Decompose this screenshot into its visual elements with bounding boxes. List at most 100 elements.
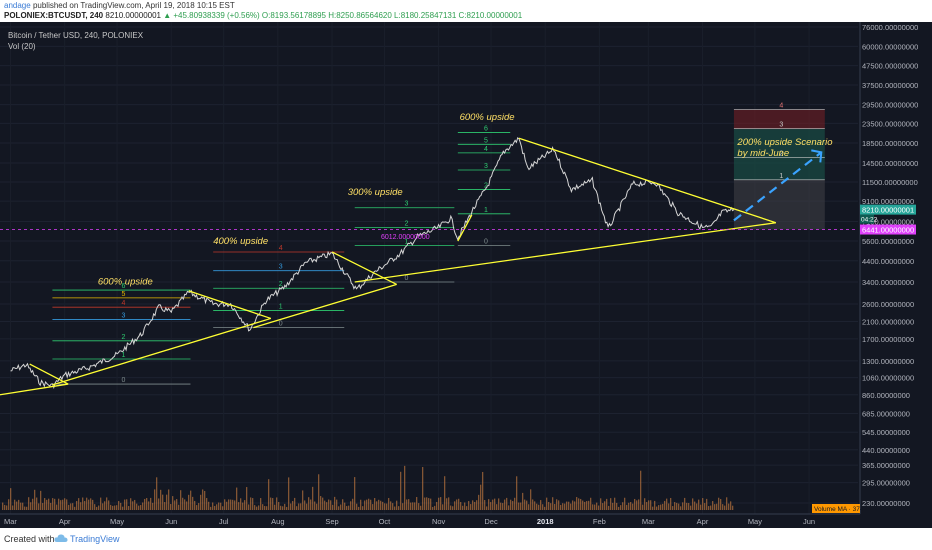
volume-bar [86,497,88,510]
volume-bar [276,497,278,510]
volume-bar [98,505,100,510]
fib-level-label: 1 [121,352,125,359]
volume-bar [460,502,462,510]
volume-bar [44,498,46,510]
volume-bar [206,498,208,510]
support-price-text: 6441.00000000 [862,226,914,235]
volume-bar [680,506,682,510]
volume-bar [478,494,480,510]
volume-bar [608,505,610,510]
target-annotation-line: by mid-June [737,148,789,159]
price-tick-label: 14500.00000000 [862,159,918,168]
volume-bar [582,500,584,510]
volume-bar [712,501,714,510]
volume-bar [158,498,160,510]
fib-level-label: 4 [121,300,125,307]
price-tick-label: 3400.00000000 [862,278,914,287]
fib-level-label: 1 [279,304,283,311]
volume-bar [122,506,124,510]
volume-bar [144,498,146,510]
volume-bar [420,505,422,510]
volume-bar [74,506,76,510]
publish-info: published on TradingView.com, April 19, … [32,1,235,10]
fib-level-label: 2 [484,182,488,189]
volume-bar [112,505,114,510]
target-annotation-line: 200% upside Scenario [736,137,832,148]
volume-bar [598,505,600,510]
volume-bar [388,498,390,510]
volume-bar [684,497,686,510]
volume-bar [244,500,246,510]
chart-subtitle: Vol (20) [8,42,36,51]
volume-bar [508,505,510,510]
volume-bar [334,496,336,510]
tradingview-brand[interactable]: TradingView [70,534,120,544]
volume-bar [320,496,322,510]
volume-bar [146,498,148,510]
volume-bar [106,497,108,510]
volume-bar [26,506,28,510]
volume-bar [8,499,10,510]
volume-bar [228,499,230,510]
volume-bar [642,504,644,510]
volume-bar [136,503,138,510]
volume-bar [600,498,602,510]
volume-bar [682,502,684,510]
volume-bar [128,506,130,510]
volume-bar [126,499,128,510]
last-price-text: 8210.00000001 [862,206,914,215]
volume-bar [486,506,488,510]
volume-bar [198,503,200,510]
volume-bar [358,506,360,510]
price-tick-label: 2600.00000000 [862,300,914,309]
volume-bar [264,505,266,510]
volume-bar [34,489,36,510]
volume-bar [298,503,300,510]
volume-bar [162,494,164,510]
volume-bar [556,499,558,510]
ohlc-values: O:8193.56178895 H:8250.86564620 L:8180.2… [261,11,523,20]
price-change: ▲ +45.80938339 (+0.56%) [163,11,260,20]
volume-bar [638,499,640,510]
volume-bar [698,499,700,510]
author-link[interactable]: andage [4,1,31,10]
volume-bar [644,498,646,510]
volume-bar [232,499,234,510]
volume-bar [646,502,648,510]
volume-bar [652,506,654,510]
volume-bar [722,504,724,510]
volume-bar [410,502,412,510]
volume-bar [170,504,172,510]
volume-bar [124,499,126,510]
volume-bar [710,505,712,510]
volume-bar [636,500,638,510]
volume-bar [488,499,490,510]
volume-bar [174,500,176,510]
volume-bar [438,497,440,510]
volume-bar [426,497,428,510]
price-tick-label: 5600.00000000 [862,237,914,246]
volume-bar [392,503,394,510]
volume-bar [394,506,396,510]
volume-bar [134,499,136,510]
volume-bar [114,505,116,510]
trend-line [29,363,69,385]
trend-line [52,317,272,386]
volume-bar [356,503,358,510]
volume-bar [240,498,242,510]
support-price-badge [860,224,916,235]
volume-bar [6,505,8,510]
volume-bar [164,502,166,510]
fib-price-label: 6012.00000000 [381,234,430,241]
volume-bar [176,499,178,510]
volume-bar [314,501,316,510]
volume-bar [412,502,414,510]
symbol-name: POLONIEX:BTCUSDT, 240 [4,11,104,20]
volume-ma-badge [812,504,860,513]
volume-bar [246,487,248,510]
volume-bar [668,503,670,510]
time-tick-label: Jun [803,517,815,526]
volume-bar [544,506,546,510]
